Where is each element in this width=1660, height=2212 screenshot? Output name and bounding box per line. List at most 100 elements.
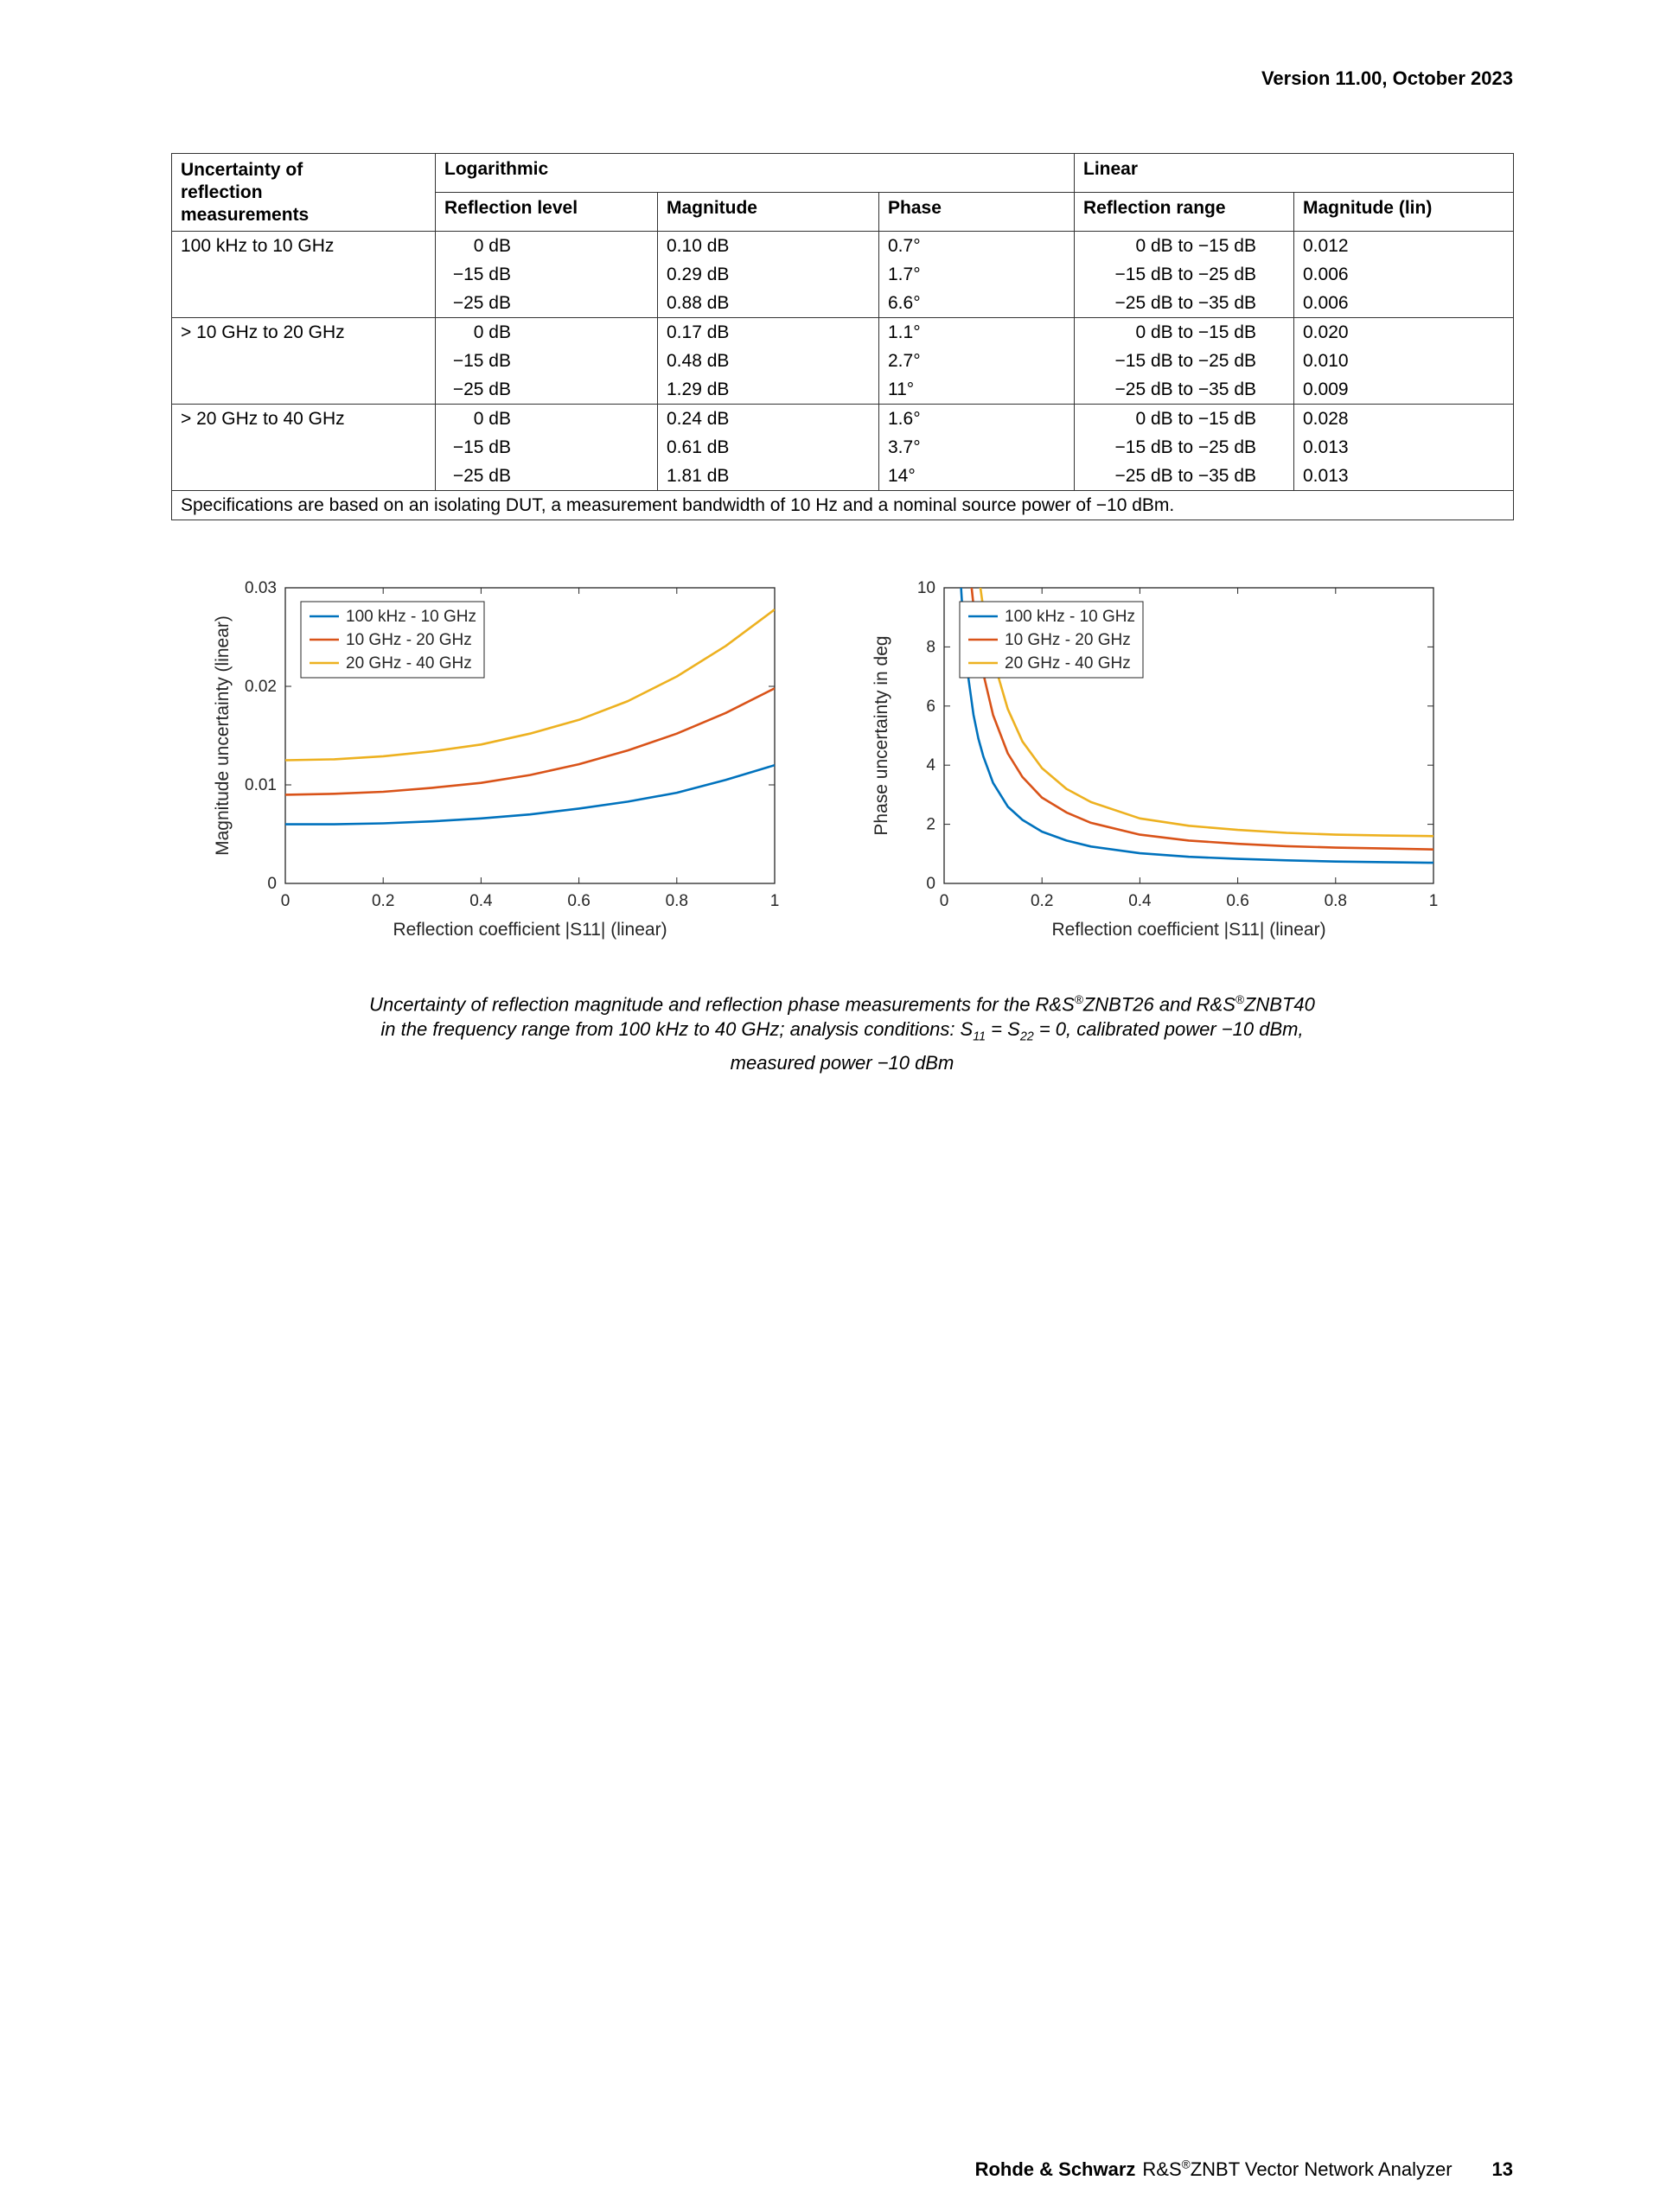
table-row: 100 kHz to 10 GHz 0 dB 0.10 dB 0.7° 0 dB…	[171, 231, 1514, 318]
table-row: −25 dB 1.81 dB 14° −25 dB to −35 dB 0.01…	[172, 462, 1514, 491]
table-row: > 10 GHz to 20 GHz 0 dB 0.17 dB 1.1° 0 d…	[171, 317, 1514, 405]
figure-caption: Uncertainty of reflection magnitude and …	[171, 987, 1513, 1075]
cell-range: 0 dB to −15 dB	[1074, 317, 1294, 347]
col-header-phase: Phase	[878, 192, 1075, 232]
table-header-row-columns: Reflection level Magnitude Phase Reflect…	[172, 192, 1514, 232]
cell-magnitude: 0.48 dB	[657, 347, 879, 375]
svg-text:10 GHz - 20 GHz: 10 GHz - 20 GHz	[346, 631, 472, 649]
svg-text:0.01: 0.01	[245, 776, 277, 794]
col-header-reflection-level: Reflection level	[435, 192, 658, 232]
cell-mag-lin: 0.013	[1293, 433, 1514, 462]
svg-text:4: 4	[926, 756, 935, 775]
svg-text:Reflection coefficient |S11| (: Reflection coefficient |S11| (linear)	[393, 920, 667, 940]
cell-level: −25 dB	[435, 289, 658, 318]
cell-level: 0 dB	[435, 231, 658, 260]
svg-text:Phase uncertainty in deg: Phase uncertainty in deg	[872, 635, 891, 835]
magnitude-uncertainty-chart: 0 0.2 0.4 0.6 0.8 1 0 0.01 0.02 0.03 100 kHz - 10 …	[213, 579, 780, 940]
svg-text:0.6: 0.6	[567, 892, 590, 910]
table-row: −25 dB 0.88 dB 6.6° −25 dB to −35 dB 0.0…	[172, 289, 1514, 318]
svg-text:0.4: 0.4	[1128, 892, 1152, 910]
version-text: Version 11.00, October 2023	[1261, 67, 1513, 89]
row-label: 100 kHz to 10 GHz	[171, 231, 436, 318]
cell-mag-lin: 0.006	[1293, 289, 1514, 318]
col-header-reflection-range: Reflection range	[1074, 192, 1294, 232]
row-label: > 10 GHz to 20 GHz	[171, 317, 436, 405]
cell-level: −15 dB	[435, 433, 658, 462]
cell-magnitude: 1.29 dB	[657, 375, 879, 405]
cell-level: −15 dB	[435, 260, 658, 289]
svg-text:0.8: 0.8	[666, 892, 688, 910]
svg-text:1: 1	[1429, 892, 1439, 910]
svg-text:0: 0	[281, 892, 290, 910]
cell-range: −25 dB to −35 dB	[1074, 289, 1294, 318]
caption-line: measured power −10 dBm	[730, 1051, 954, 1074]
svg-text:0.4: 0.4	[469, 892, 493, 910]
svg-text:Magnitude uncertainty (linear): Magnitude uncertainty (linear)	[213, 615, 233, 856]
table-note-row: Specifications are based on an isolating…	[171, 490, 1514, 520]
cell-magnitude: 1.81 dB	[657, 462, 879, 491]
group-header-linear: Linear	[1074, 153, 1514, 193]
cell-magnitude: 0.88 dB	[657, 289, 879, 318]
cell-magnitude: 0.29 dB	[657, 260, 879, 289]
cell-magnitude: 0.17 dB	[657, 317, 879, 347]
table-row: −15 dB 0.48 dB 2.7° −15 dB to −25 dB 0.0…	[172, 347, 1514, 375]
corner-line: measurements	[181, 205, 310, 225]
table-header-row-groups: Uncertainty of reflection measurements L…	[171, 153, 1514, 232]
cell-level: 0 dB	[435, 317, 658, 347]
svg-text:0.2: 0.2	[372, 892, 394, 910]
svg-text:0: 0	[926, 875, 935, 893]
table-row: > 20 GHz to 40 GHz 0 dB 0.24 dB 1.6° 0 d…	[171, 404, 1514, 491]
page-number: 13	[1491, 2158, 1513, 2181]
svg-text:100 kHz - 10 GHz: 100 kHz - 10 GHz	[346, 608, 476, 626]
col-header-magnitude-lin: Magnitude (lin)	[1293, 192, 1514, 232]
cell-level: −25 dB	[435, 375, 658, 405]
cell-magnitude: 0.10 dB	[657, 231, 879, 260]
caption-line: in the frequency range from 100 kHz to 4…	[380, 1018, 1304, 1044]
svg-text:20 GHz - 40 GHz: 20 GHz - 40 GHz	[346, 654, 472, 673]
table-corner-header: Uncertainty of reflection measurements	[171, 153, 436, 232]
svg-text:6: 6	[926, 698, 935, 716]
cell-level: −25 dB	[435, 462, 658, 491]
svg-text:0: 0	[267, 875, 277, 893]
svg-text:Reflection coefficient |S11| (: Reflection coefficient |S11| (linear)	[1051, 920, 1325, 940]
cell-phase: 14°	[878, 462, 1075, 491]
spec-table: Uncertainty of reflection measurements L…	[171, 153, 1514, 520]
svg-text:0: 0	[940, 892, 949, 910]
cell-phase: 1.7°	[878, 260, 1075, 289]
svg-text:0.03: 0.03	[245, 579, 277, 597]
caption-line: Uncertainty of reflection magnitude and …	[369, 993, 1315, 1016]
cell-phase: 3.7°	[878, 433, 1075, 462]
corner-line: Uncertainty of	[181, 160, 303, 180]
cell-phase: 6.6°	[878, 289, 1075, 318]
cell-level: 0 dB	[435, 404, 658, 433]
page-footer: Rohde & Schwarz R&S®ZNBT Vector Network A…	[975, 2158, 1513, 2181]
cell-phase: 0.7°	[878, 231, 1075, 260]
cell-range: −15 dB to −25 dB	[1074, 347, 1294, 375]
cell-mag-lin: 0.010	[1293, 347, 1514, 375]
cell-magnitude: 0.61 dB	[657, 433, 879, 462]
cell-mag-lin: 0.013	[1293, 462, 1514, 491]
svg-text:100 kHz - 10 GHz: 100 kHz - 10 GHz	[1005, 608, 1135, 626]
svg-text:0.8: 0.8	[1325, 892, 1347, 910]
cell-range: −25 dB to −35 dB	[1074, 375, 1294, 405]
svg-text:1: 1	[770, 892, 780, 910]
table-row: −25 dB 1.29 dB 11° −25 dB to −35 dB 0.00…	[172, 375, 1514, 405]
cell-mag-lin: 0.006	[1293, 260, 1514, 289]
cell-range: −15 dB to −25 dB	[1074, 433, 1294, 462]
svg-text:10: 10	[917, 579, 935, 597]
svg-text:2: 2	[926, 816, 935, 834]
page-content: Uncertainty of reflection measurements L…	[171, 153, 1514, 1075]
cell-range: 0 dB to −15 dB	[1074, 404, 1294, 433]
svg-text:0.02: 0.02	[245, 678, 277, 696]
cell-mag-lin: 0.028	[1293, 404, 1514, 433]
cell-mag-lin: 0.020	[1293, 317, 1514, 347]
svg-text:10 GHz - 20 GHz: 10 GHz - 20 GHz	[1005, 631, 1131, 649]
svg-text:0.2: 0.2	[1031, 892, 1053, 910]
row-label: > 20 GHz to 40 GHz	[171, 404, 436, 491]
cell-mag-lin: 0.012	[1293, 231, 1514, 260]
cell-magnitude: 0.24 dB	[657, 404, 879, 433]
table-row: −15 dB 0.61 dB 3.7° −15 dB to −25 dB 0.0…	[172, 433, 1514, 462]
col-header-magnitude: Magnitude	[657, 192, 879, 232]
